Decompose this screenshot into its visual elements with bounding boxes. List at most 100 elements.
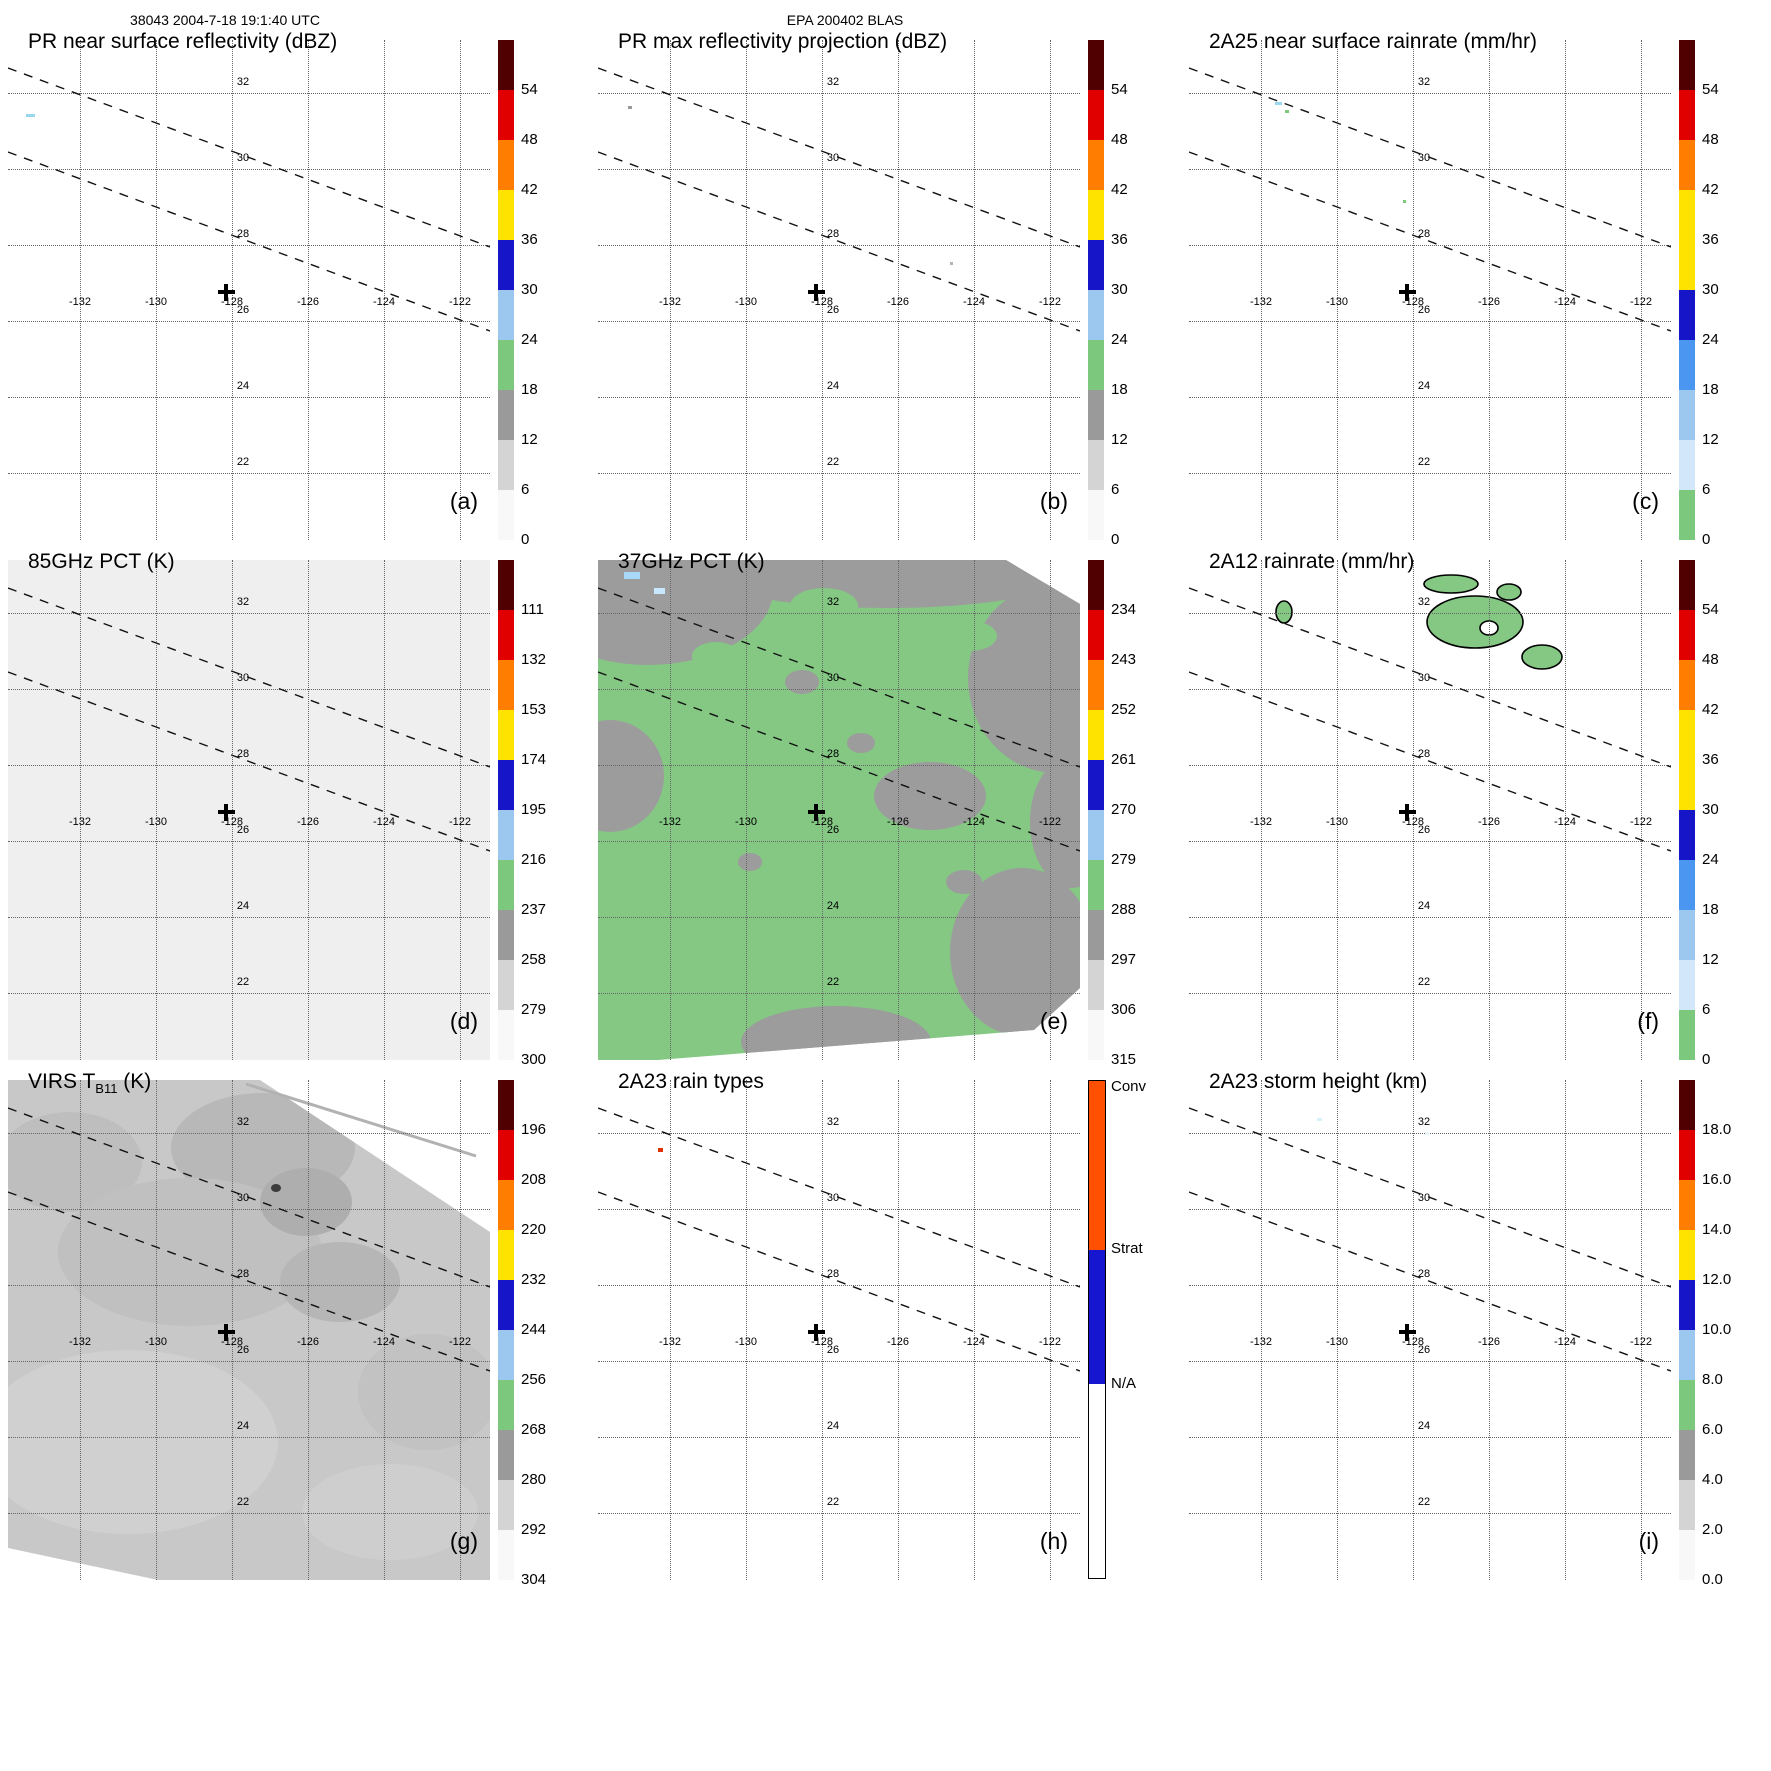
lat-tick-label: 26 <box>236 1344 250 1356</box>
swath-boundary-svg <box>1189 587 1671 852</box>
lat-tick-label: 22 <box>1417 976 1431 988</box>
storm-center-marker <box>808 284 825 301</box>
colorbar-label: 244 <box>521 1321 547 1338</box>
texture-blob <box>58 1178 322 1326</box>
rain-patch <box>1275 600 1293 624</box>
storm-center-marker <box>808 1324 825 1341</box>
swath-boundary-line <box>1189 67 1671 248</box>
data-speck <box>950 262 953 265</box>
lon-tick-label: -130 <box>144 1336 168 1348</box>
gridline-lon <box>898 40 899 540</box>
lon-tick-label: -126 <box>296 296 320 308</box>
colorbar-segment <box>1088 190 1104 240</box>
rain-patch <box>1521 644 1563 670</box>
lat-tick-label: 22 <box>826 456 840 468</box>
colorbar-segment <box>498 1230 514 1280</box>
lat-tick-label: 26 <box>236 824 250 836</box>
colorbar-label: 42 <box>1702 701 1719 718</box>
panel-letter: (g) <box>449 1528 478 1554</box>
map-a: -132 -130 -128 -126 -124 -122 32 30 28 26 24 22 (a) <box>8 40 490 540</box>
colorbar-segment <box>498 240 514 290</box>
colorbar-segment <box>1088 910 1104 960</box>
colorbar-segment <box>1088 90 1104 140</box>
colorbar-segment <box>498 1180 514 1230</box>
map-i: -132 -130 -128 -126 -124 -122 32 30 28 26 24 22 (i) <box>1189 1080 1671 1580</box>
swath-boundary-line <box>8 67 490 248</box>
lat-tick-label: 26 <box>236 304 250 316</box>
gridline-lon <box>1050 40 1051 540</box>
lat-tick-label: 32 <box>826 1116 840 1128</box>
colorbar-segment <box>1679 710 1695 760</box>
colorbar-segment <box>498 560 514 610</box>
gridline-lat <box>8 321 490 322</box>
gridline-lat <box>598 841 1080 842</box>
colorbar-segment <box>498 810 514 860</box>
gridline-lat <box>598 1285 1080 1286</box>
swath-boundary-line <box>598 671 1080 852</box>
gridline-lat <box>1189 841 1671 842</box>
texture-blob <box>598 560 773 665</box>
gridline-lat <box>8 1209 490 1210</box>
gridline-lat <box>1189 397 1671 398</box>
lat-tick-label: 30 <box>826 1192 840 1204</box>
colorbar-label: 48 <box>521 131 538 148</box>
gridline-lat <box>1189 93 1671 94</box>
colorbar-label: 220 <box>521 1221 547 1238</box>
colorbar-segment <box>498 1280 514 1330</box>
texture-blob <box>946 870 982 894</box>
colorbar-segment <box>1088 340 1104 390</box>
colorbar-label: 270 <box>1111 801 1137 818</box>
lat-tick-label: 24 <box>826 900 840 912</box>
swath-boundary-line <box>598 1191 1080 1372</box>
colorbar-segment <box>498 1480 514 1530</box>
lat-tick-label: 30 <box>826 672 840 684</box>
colorbar-segment <box>1088 1010 1104 1060</box>
colorbar-segment <box>1088 760 1104 810</box>
panel-a: PR near surface reflectivity (dBZ) -132 -1… <box>0 30 590 560</box>
lon-tick-label: -130 <box>734 1336 758 1348</box>
texture-blob <box>271 1184 281 1192</box>
colorbar-segment <box>498 1530 514 1580</box>
colorbar-segment <box>1089 1250 1105 1384</box>
colorbar-label: 18 <box>1702 901 1719 918</box>
colorbar-segment <box>1089 1081 1105 1250</box>
gridline-lon <box>1489 40 1490 540</box>
panel-title: 37GHz PCT (K) <box>618 550 765 573</box>
texture-blob <box>8 1112 142 1212</box>
swath-boundary-svg <box>1189 67 1671 332</box>
gridline-lat <box>1189 245 1671 246</box>
lon-tick-label: -130 <box>144 816 168 828</box>
gridline-lon <box>80 40 81 540</box>
swath-boundary-line <box>1189 671 1671 852</box>
colorbar-segment <box>498 190 514 240</box>
colorbar-label: 18 <box>1702 381 1719 398</box>
gridline-lon <box>1641 1080 1642 1580</box>
data-pixel <box>654 588 665 594</box>
gridline-lat <box>598 1437 1080 1438</box>
map-g: -132 -130 -128 -126 -124 -122 32 30 28 26 24 22 (g) <box>8 1080 490 1580</box>
colorbar-label: 288 <box>1111 901 1137 918</box>
colorbar-segment <box>498 1010 514 1060</box>
colorbar-segment <box>1088 40 1104 90</box>
colorbar-label: 306 <box>1111 1001 1137 1018</box>
lon-tick-label: -130 <box>734 296 758 308</box>
panel-c: 2A25 near surface rainrate (mm/hr) -132 -1… <box>1181 30 1771 560</box>
lat-tick-label: 24 <box>236 900 250 912</box>
colorbar-segment <box>1679 190 1695 240</box>
panel-i: 2A23 storm height (km) -132 -130 -128 -126 -1… <box>1181 1070 1771 1600</box>
panel-title: 2A12 rainrate (mm/hr) <box>1209 550 1415 573</box>
texture-blob <box>741 1006 931 1060</box>
texture-blob <box>950 868 1080 1036</box>
rain-patch <box>1423 574 1479 594</box>
lon-tick-label: -132 <box>658 296 682 308</box>
colorbar-label: 12 <box>1702 951 1719 968</box>
lon-tick-label: -132 <box>1249 1336 1273 1348</box>
colorbar-segment <box>1679 240 1695 290</box>
gridline-lon <box>746 560 747 1060</box>
colorbar-segment <box>498 860 514 910</box>
lat-tick-label: 24 <box>236 1420 250 1432</box>
colorbar <box>1679 560 1695 1060</box>
colorbar-label: 280 <box>521 1471 547 1488</box>
colorbar-label: 54 <box>521 81 538 98</box>
colorbar-label: 0.0 <box>1702 1571 1723 1588</box>
